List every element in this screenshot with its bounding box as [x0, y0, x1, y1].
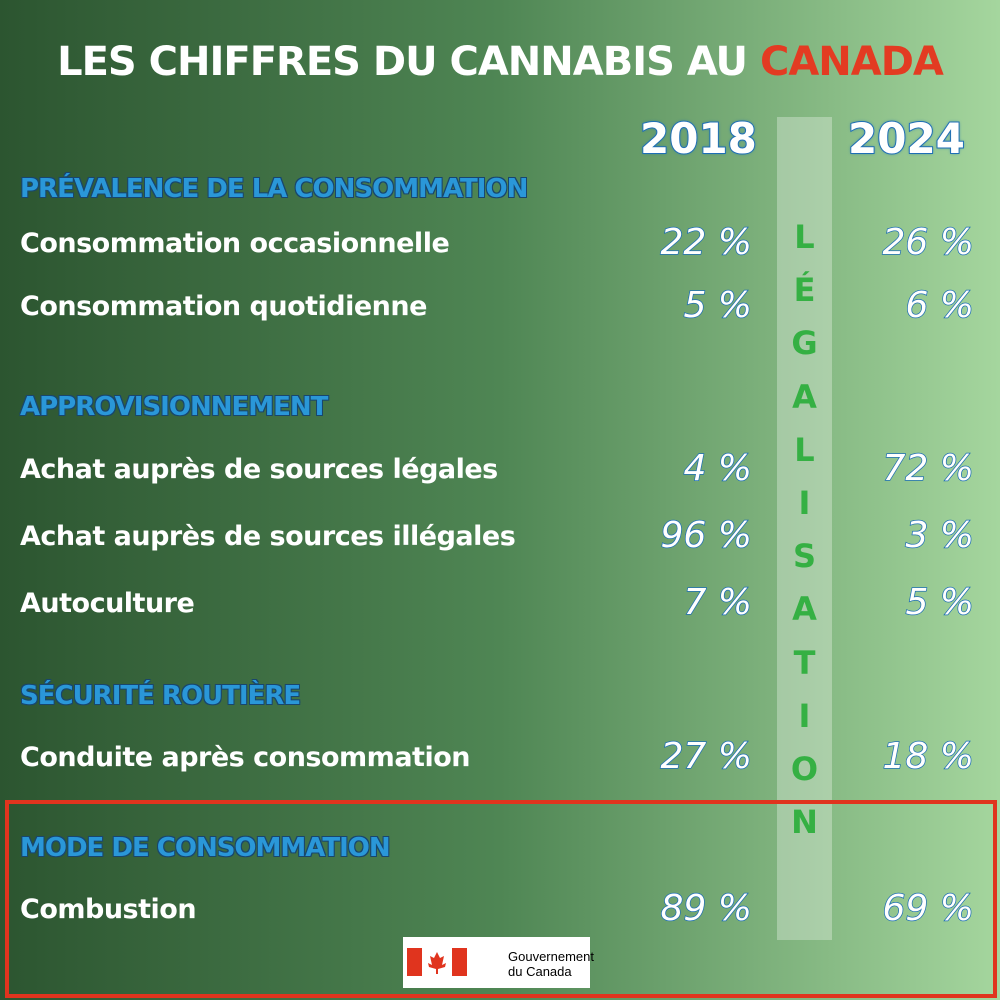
band-letter: O: [790, 750, 819, 788]
band-letter: A: [792, 377, 817, 416]
row-label: Combustion: [20, 894, 197, 925]
value-2018: 5 %: [683, 285, 753, 326]
value-2024: 3 %: [905, 515, 975, 556]
section-title: MODE DE CONSOMMATION: [20, 833, 391, 863]
value-2024: 69 %: [882, 888, 975, 929]
title-text: LES CHIFFRES DU CANNABIS AU: [57, 39, 748, 85]
section-title: SÉCURITÉ ROUTIÈRE: [20, 681, 301, 711]
value-2018: 89 %: [660, 888, 753, 929]
band-letter: N: [791, 803, 818, 842]
row-label: Consommation occasionnelle: [20, 228, 450, 259]
band-letter: S: [792, 537, 817, 576]
band-letter: L: [794, 218, 815, 256]
band-letter: É: [793, 271, 816, 310]
value-2018: 27 %: [660, 736, 753, 777]
value-2024: 6 %: [905, 285, 975, 326]
value-2024: 18 %: [882, 736, 975, 777]
row-label: Achat auprès de sources légales: [20, 454, 498, 485]
band-letter: I: [798, 484, 811, 522]
row-label: Consommation quotidienne: [20, 291, 427, 322]
band-letter: L: [794, 430, 815, 469]
highlight-box: [5, 800, 997, 998]
value-2018: 4 %: [683, 448, 753, 489]
logo-text: du Canada: [508, 964, 572, 979]
title-highlight: CANADA: [759, 39, 944, 85]
year-label: 2018: [639, 114, 758, 163]
row-label: Conduite après consommation: [20, 742, 470, 773]
logo-text: Gouvernement: [508, 949, 594, 964]
row-label: Autoculture: [20, 588, 195, 619]
band-letter: I: [798, 696, 811, 735]
band-letter: A: [792, 590, 817, 629]
year-label: 2024: [847, 114, 966, 163]
section-title: PRÉVALENCE DE LA CONSOMMATION: [20, 174, 528, 204]
value-2024: 26 %: [882, 222, 975, 263]
value-2018: 96 %: [660, 515, 753, 556]
row-label: Achat auprès de sources illégales: [20, 521, 516, 552]
value-2024: 5 %: [905, 582, 975, 623]
value-2024: 72 %: [882, 448, 975, 489]
value-2018: 7 %: [683, 582, 753, 623]
government-logo: Gouvernement du Canada: [403, 937, 594, 988]
band-letter: T: [793, 643, 816, 682]
section-title: APPROVISIONNEMENT: [20, 392, 328, 422]
flag: [407, 948, 467, 976]
band-letter: G: [791, 324, 818, 363]
value-2018: 22 %: [660, 222, 753, 263]
title: LES CHIFFRES DU CANNABIS AU CANADA: [0, 42, 1000, 82]
